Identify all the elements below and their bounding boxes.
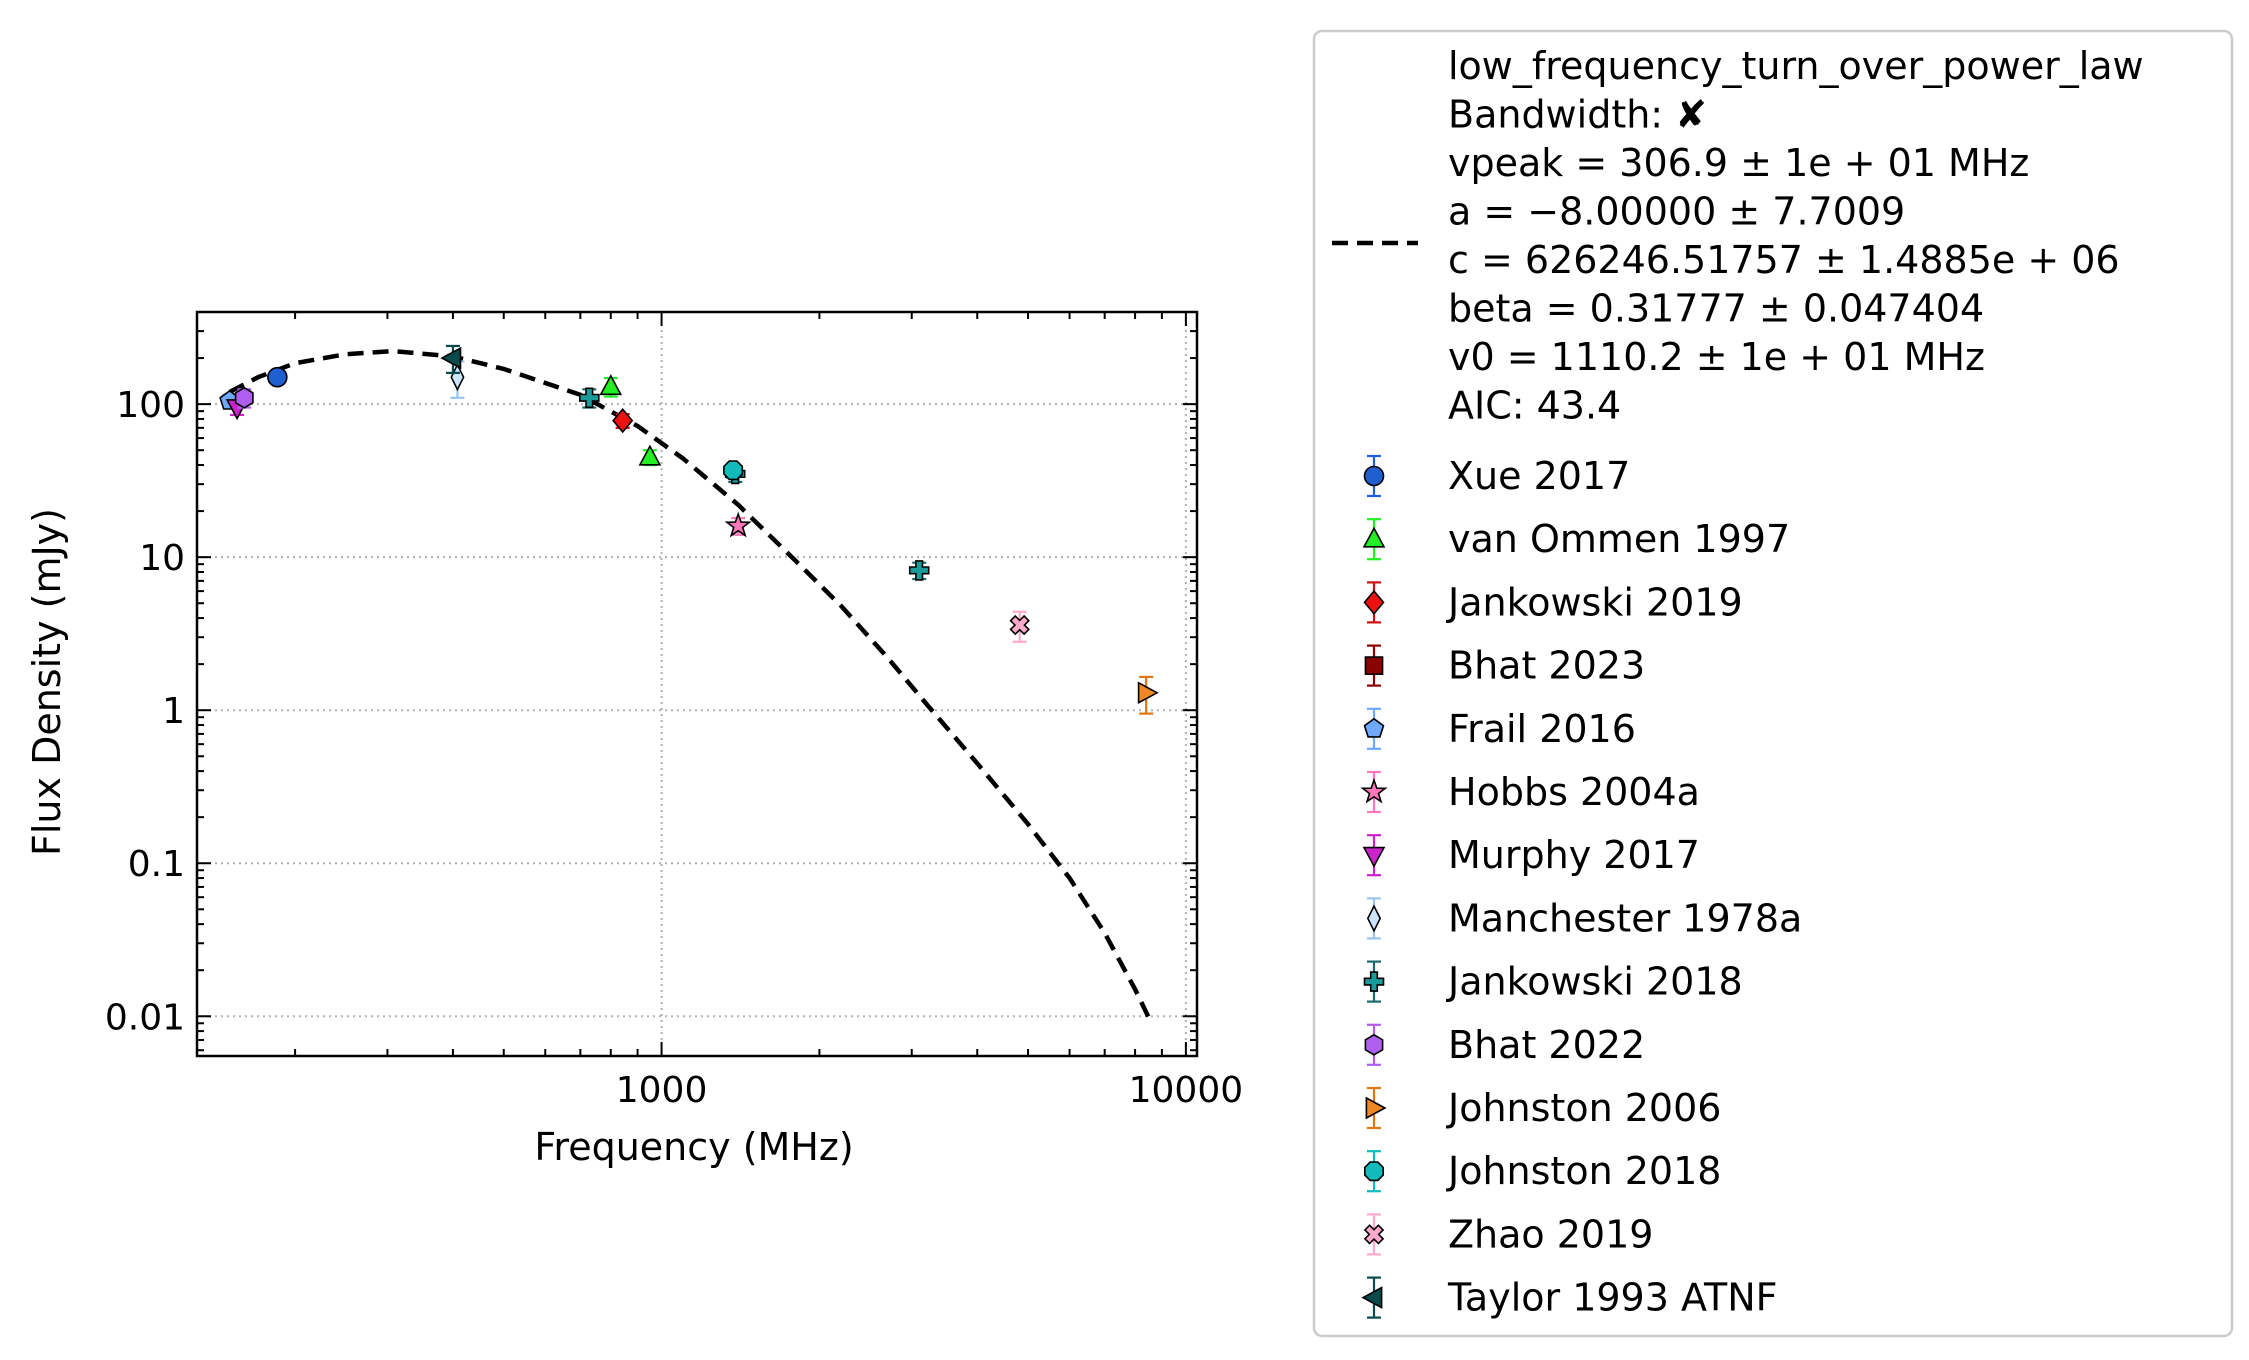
grid: [197, 312, 1197, 1056]
legend-marker: [1366, 904, 1382, 933]
legend-label: Hobbs 2004a: [1448, 770, 1700, 814]
legend-label: Taylor 1993 ATNF: [1447, 1276, 1778, 1320]
legend-fit-label: low_frequency_turn_over_power_law Bandwid…: [1448, 44, 2144, 428]
plot-frame: [195, 310, 1199, 1058]
legend-marker: [1363, 465, 1385, 487]
y-tick-label: 0.01: [105, 997, 185, 1038]
legend: low_frequency_turn_over_power_law Bandwid…: [1312, 29, 2234, 1338]
data-point: [440, 346, 462, 370]
legend-box: [1312, 29, 2234, 1338]
legend-fit-label-line: beta = 0.31777 ± 0.047404: [1448, 287, 1984, 331]
y-tick-label: 10: [139, 538, 185, 579]
data-point: [234, 386, 254, 409]
data-point: [638, 444, 662, 466]
legend-marker: [1363, 717, 1385, 738]
legend-marker: [1360, 777, 1388, 804]
legend-label: Frail 2016: [1448, 707, 1636, 751]
legend-label: Xue 2017: [1448, 454, 1630, 498]
fit-curve-layer: [228, 348, 1154, 1025]
legend-marker: [1362, 526, 1386, 548]
data-point: [723, 460, 744, 481]
legend-label: Murphy 2017: [1448, 833, 1700, 877]
x-axis-label: Frequency (MHz): [534, 1125, 853, 1169]
y-tick-label: 1: [162, 691, 185, 732]
data-point: [599, 374, 623, 396]
legend-fit-label-line: v0 = 1110.2 ± 1e + 01 MHz: [1448, 335, 1985, 379]
data-point: [267, 366, 288, 388]
legend-marker: [1362, 846, 1386, 868]
data-point: [1137, 681, 1159, 705]
legend-label: Jankowski 2019: [1446, 580, 1743, 624]
legend-marker: [1363, 589, 1385, 616]
legend-marker: [1364, 1033, 1384, 1056]
legend-fit-label-line: a = −8.00000 ± 7.7009: [1448, 190, 1905, 234]
legend-label: Zhao 2019: [1448, 1212, 1653, 1256]
data-point: [1009, 614, 1030, 636]
legend-fit-label-line: low_frequency_turn_over_power_law: [1448, 44, 2144, 88]
legend-fit-label-line: c = 626246.51757 ± 1.4885e + 06: [1448, 238, 2120, 282]
legend-label: Manchester 1978a: [1448, 896, 1802, 940]
legend-marker: [1364, 1161, 1384, 1182]
y-tick-label: 0.1: [128, 844, 185, 885]
legend-label: Bhat 2022: [1448, 1023, 1645, 1067]
legend-marker: [1364, 656, 1384, 675]
data-point: [908, 560, 930, 581]
x-tick-label: 10000: [1129, 1070, 1244, 1111]
data-point: [578, 387, 600, 409]
data-point: [612, 407, 634, 434]
legend-fit-label-line: Bandwidth: ✘: [1448, 93, 1707, 137]
legend-fit-label-line: vpeak = 306.9 ± 1e + 01 MHz: [1448, 141, 2029, 185]
axes: 1000 10000 100 10 1 0.1 0.01: [105, 310, 1244, 1111]
legend-marker: [1361, 1286, 1383, 1309]
legend-marker: [1363, 971, 1385, 992]
legend-label: Johnston 2018: [1446, 1149, 1721, 1193]
data-points: [219, 344, 1159, 715]
legend-label: van Ommen 1997: [1448, 517, 1790, 561]
legend-marker: [1363, 1224, 1385, 1245]
y-tick-label: 100: [116, 385, 185, 426]
y-axis-label: Flux Density (mJy): [25, 508, 69, 856]
legend-fit-label-line: AIC: 43.4: [1448, 384, 1621, 428]
fit-curve: [228, 348, 1154, 1025]
data-point: [724, 511, 752, 538]
legend-label: Bhat 2023: [1448, 644, 1645, 688]
legend-label: Johnston 2006: [1446, 1086, 1721, 1130]
legend-marker: [1365, 1096, 1387, 1120]
legend-label: Jankowski 2018: [1446, 960, 1743, 1004]
x-tick-label: 1000: [616, 1070, 708, 1111]
